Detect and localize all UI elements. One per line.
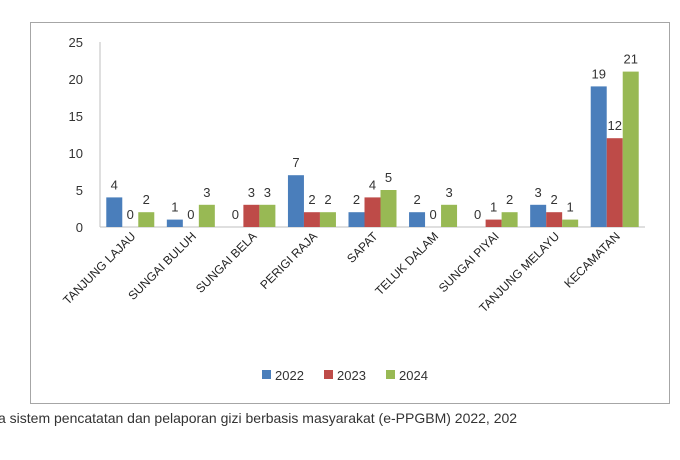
data-label: 19: [591, 66, 605, 81]
data-label: 1: [171, 200, 178, 215]
x-tick-label: KECAMATAN: [561, 229, 622, 290]
bar-2022: [590, 86, 607, 228]
data-label: 2: [506, 192, 513, 207]
bar-2023: [606, 138, 623, 227]
data-label: 5: [385, 170, 392, 185]
x-tick-label: TANJUNG LAJAU: [60, 229, 138, 307]
bar-2024: [259, 204, 276, 227]
data-label: 2: [308, 192, 315, 207]
y-tick-label: 0: [76, 220, 83, 235]
bar-2022: [166, 219, 183, 227]
data-label: 0: [187, 207, 194, 222]
bar-2023: [243, 204, 260, 227]
bar-2024: [501, 212, 518, 227]
data-label: 4: [111, 177, 118, 192]
bar-2023: [303, 212, 320, 227]
legend-label: 2023: [337, 368, 366, 383]
bar-2022: [106, 197, 123, 227]
bar-2022: [409, 212, 426, 227]
data-label: 21: [623, 52, 637, 67]
y-tick-label: 10: [69, 146, 83, 161]
x-tick-label: SAPAT: [344, 229, 381, 266]
legend-label: 2022: [275, 368, 304, 383]
bar-2024: [198, 204, 215, 227]
data-label: 2: [413, 192, 420, 207]
data-label: 7: [292, 155, 299, 170]
figure-caption: a sistem pencatatan dan pelaporan gizi b…: [0, 410, 518, 426]
data-label: 4: [369, 177, 376, 192]
bar-2022: [530, 204, 547, 227]
data-label: 0: [429, 207, 436, 222]
data-label: 3: [248, 185, 255, 200]
bar-2023: [485, 219, 502, 227]
data-label: 12: [607, 118, 621, 133]
bar-2023: [364, 197, 381, 227]
y-tick-label: 20: [69, 72, 83, 87]
data-label: 3: [203, 185, 210, 200]
bar-2024: [319, 212, 336, 227]
legend-swatch-2024: [386, 370, 395, 379]
bar-2024: [562, 219, 579, 227]
bar-2024: [622, 71, 639, 227]
bar-2023: [546, 212, 563, 227]
legend-label: 2024: [399, 368, 428, 383]
bar-2022: [348, 212, 365, 227]
legend-swatch-2023: [324, 370, 333, 379]
legend-swatch-2022: [262, 370, 271, 379]
bar-2024: [380, 190, 397, 227]
data-label: 2: [551, 192, 558, 207]
data-label: 3: [535, 185, 542, 200]
data-label: 0: [232, 207, 239, 222]
data-label: 1: [567, 200, 574, 215]
bar-2024: [138, 212, 155, 227]
y-tick-label: 15: [69, 109, 83, 124]
x-tick-label: SUNGAI PIYAI: [436, 229, 502, 295]
data-label: 3: [445, 185, 452, 200]
data-label: 3: [264, 185, 271, 200]
data-label: 2: [143, 192, 150, 207]
y-tick-label: 25: [69, 35, 83, 50]
bar-2022: [287, 175, 304, 227]
data-label: 0: [127, 207, 134, 222]
data-label: 2: [353, 192, 360, 207]
data-label: 1: [490, 200, 497, 215]
x-tick-label: TELUK DALAM: [372, 229, 441, 298]
x-tick-label: PERIGI RAJA: [257, 229, 320, 292]
x-tick-label: SUNGAI BELA: [193, 229, 259, 295]
data-label: 0: [474, 207, 481, 222]
y-tick-label: 5: [76, 183, 83, 198]
bar-2024: [441, 204, 458, 227]
data-label: 2: [324, 192, 331, 207]
